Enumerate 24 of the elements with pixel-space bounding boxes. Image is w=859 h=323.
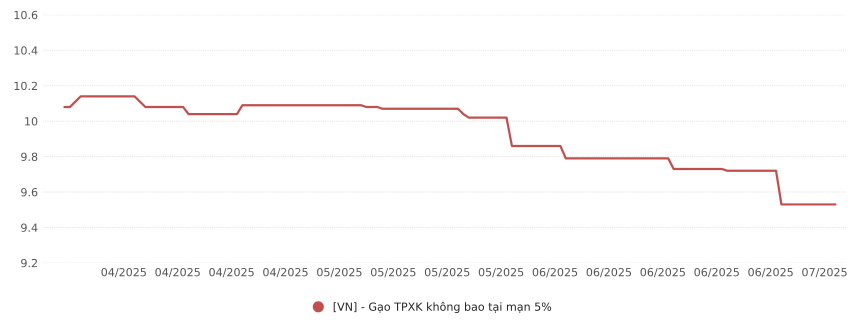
- y-tick-label: 9.6: [21, 188, 38, 196]
- y-tick-label: 9.2: [21, 258, 37, 268]
- y-tick-label: 10.6: [14, 10, 38, 20]
- x-tick-label: 06/2025: [748, 268, 793, 278]
- x-tick-label: 06/2025: [694, 268, 739, 278]
- y-tick-label: 10: [25, 117, 38, 126]
- x-tick-label: 04/2025: [155, 268, 200, 278]
- x-tick-label: 05/2025: [424, 268, 470, 278]
- x-tick-label: 06/2025: [532, 268, 578, 278]
- legend-label: [VN] - Gạo TPXK không bao tại mạn 5%: [334, 302, 552, 313]
- x-tick-label: 06/2025: [586, 268, 632, 278]
- x-tick-label: 04/2025: [209, 268, 254, 278]
- y-tick-label: 9.8: [21, 152, 38, 161]
- x-tick-label: 05/2025: [317, 268, 362, 278]
- x-tick-label: 05/2025: [370, 268, 416, 278]
- x-tick-label: 06/2025: [640, 268, 685, 278]
- y-tick-label: 10.4: [14, 46, 38, 55]
- x-tick-label: 04/2025: [101, 268, 146, 278]
- y-tick-label: 9.4: [21, 223, 38, 232]
- x-tick-label: 05/2025: [478, 268, 524, 278]
- y-tick-label: 10.2: [14, 82, 37, 90]
- line-series: [63, 95, 836, 206]
- x-tick-label: 04/2025: [263, 268, 308, 278]
- x-tick-label: 07/2025: [802, 268, 847, 278]
